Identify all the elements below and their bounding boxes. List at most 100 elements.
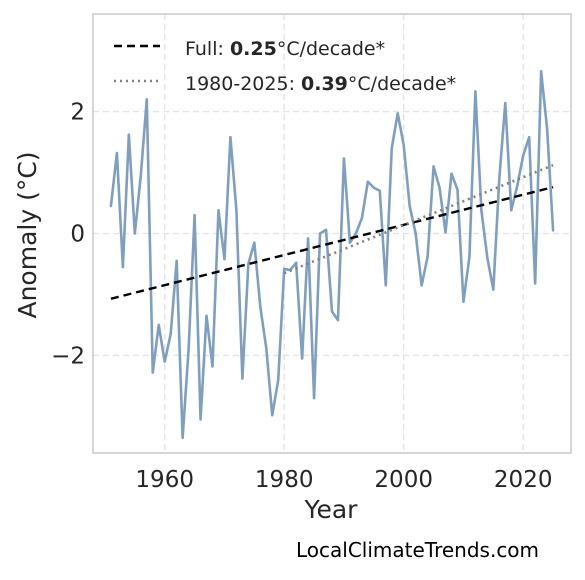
- data-point-1965: [193, 214, 196, 217]
- data-point-2016: [498, 177, 501, 180]
- data-point-2014: [486, 256, 489, 260]
- x-axis-label: Year: [304, 495, 359, 524]
- data-point-2022: [533, 282, 537, 285]
- legend-prefix-1980-2025: 1980-2025:: [185, 73, 301, 95]
- data-point-2010: [462, 300, 465, 303]
- data-point-1953: [121, 265, 125, 269]
- x-tick-label-2020: 2020: [494, 467, 553, 493]
- data-point-1966: [199, 418, 202, 421]
- data-point-1956: [139, 174, 142, 177]
- data-point-2025: [551, 229, 555, 232]
- data-point-1976: [259, 305, 262, 308]
- data-point-2006: [438, 186, 441, 189]
- data-point-1975: [253, 241, 256, 244]
- data-point-1977: [265, 346, 268, 350]
- data-point-1996: [378, 189, 381, 193]
- data-point-2011: [468, 255, 471, 258]
- y-tick-label-2: 2: [70, 100, 85, 126]
- data-point-1998: [390, 146, 393, 150]
- legend-entry-1980-2025: 1980-2025: 0.39°C/decade*: [185, 73, 456, 95]
- data-point-1995: [372, 186, 376, 189]
- data-point-2001: [408, 204, 411, 208]
- data-point-2012: [474, 90, 477, 93]
- data-point-2024: [545, 127, 549, 130]
- data-point-1993: [360, 217, 364, 220]
- data-point-2013: [480, 209, 483, 212]
- data-point-2004: [426, 255, 429, 258]
- y-tick-label--2: −2: [51, 343, 85, 369]
- data-point-1991: [348, 241, 352, 244]
- data-point-1986: [318, 232, 322, 235]
- data-point-2023: [539, 70, 543, 73]
- data-point-2020: [522, 154, 525, 157]
- data-point-1984: [306, 237, 310, 240]
- data-point-1952: [115, 151, 119, 155]
- grid-layer: [93, 14, 571, 453]
- anomaly-series-line: [109, 70, 555, 440]
- data-point-1970: [223, 257, 226, 261]
- data-point-1962: [175, 259, 178, 263]
- data-point-1957: [145, 98, 148, 101]
- data-point-1992: [354, 232, 358, 235]
- data-point-1972: [235, 209, 238, 212]
- trend-line-1980-2025: [283, 164, 554, 275]
- legend: Full: 0.25°C/decade* 1980-2025: 0.39°C/d…: [114, 38, 456, 95]
- x-tick-label-2000: 2000: [374, 467, 433, 493]
- trend-line-full: [110, 185, 554, 300]
- data-point-1964: [187, 348, 190, 351]
- data-point-2002: [414, 232, 417, 235]
- data-point-1988: [330, 310, 334, 313]
- data-point-2005: [432, 165, 435, 168]
- y-axis-label: Anomaly (°C): [13, 151, 42, 318]
- data-point-1955: [133, 232, 137, 235]
- data-point-2015: [492, 288, 495, 291]
- data-point-1971: [229, 135, 232, 139]
- ticks-layer: 1960 1980 2000 2020 −2 0 2: [51, 100, 552, 493]
- data-point-2021: [527, 135, 531, 139]
- data-point-1969: [217, 209, 220, 212]
- plot-frame: [92, 13, 572, 454]
- y-tick-label-0: 0: [70, 222, 85, 248]
- data-point-1989: [336, 318, 340, 322]
- anomaly-points: [109, 70, 555, 439]
- data-point-2018: [510, 209, 513, 212]
- legend-prefix-full: Full:: [185, 38, 230, 60]
- site-credit: LocalClimateTrends.com: [296, 538, 540, 562]
- data-point-1951: [109, 204, 113, 208]
- data-point-1994: [366, 180, 370, 183]
- legend-entry-full: Full: 0.25°C/decade*: [185, 38, 385, 60]
- data-point-1958: [151, 371, 154, 374]
- data-point-1980: [283, 267, 286, 271]
- data-point-1979: [277, 378, 280, 382]
- data-point-1961: [169, 332, 172, 336]
- data-point-1990: [342, 157, 346, 160]
- data-point-2003: [420, 284, 423, 287]
- data-point-1982: [294, 261, 298, 264]
- data-point-2019: [516, 184, 519, 188]
- data-point-1983: [300, 357, 304, 360]
- x-tick-label-1980: 1980: [255, 467, 314, 493]
- data-point-2008: [450, 172, 453, 175]
- data-point-1997: [384, 284, 387, 287]
- data-point-1987: [324, 228, 328, 232]
- data-point-2017: [504, 101, 507, 105]
- data-point-1954: [127, 133, 131, 136]
- data-point-1963: [181, 436, 184, 439]
- data-point-1985: [312, 396, 316, 400]
- legend-value-full: 0.25: [230, 38, 277, 60]
- legend-suffix-1980-2025: °C/decade*: [348, 73, 456, 95]
- data-point-2009: [456, 188, 459, 191]
- x-tick-label-1960: 1960: [135, 467, 194, 493]
- legend-value-1980-2025: 0.39: [301, 73, 348, 95]
- data-point-1978: [271, 413, 274, 417]
- legend-suffix-full: °C/decade*: [277, 38, 385, 60]
- data-point-1974: [247, 262, 250, 266]
- data-point-1959: [157, 323, 160, 327]
- data-point-1960: [163, 360, 166, 363]
- data-point-1973: [241, 377, 244, 380]
- data-point-1968: [211, 365, 214, 368]
- data-point-1967: [205, 314, 208, 318]
- data-point-1999: [396, 112, 399, 115]
- data-point-2007: [444, 231, 447, 234]
